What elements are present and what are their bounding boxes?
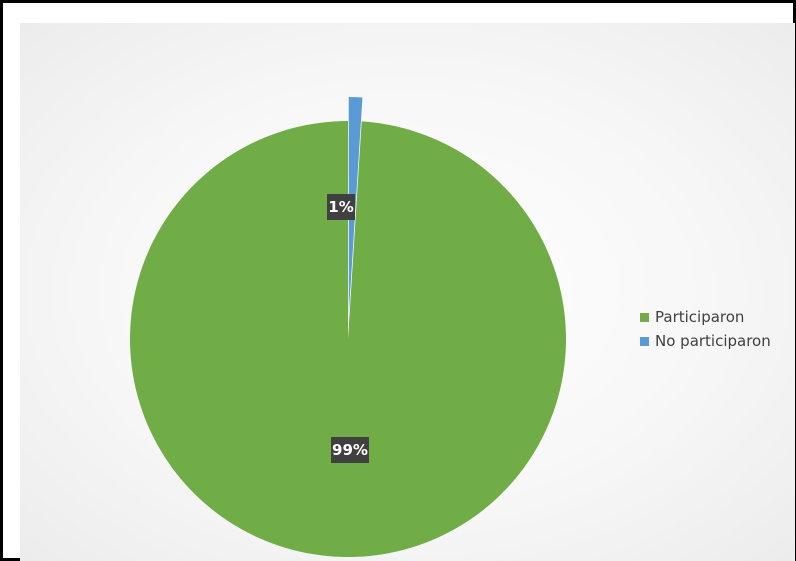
legend-item-participaron: Participaron	[640, 305, 771, 329]
legend-item-no-participaron: No participaron	[640, 329, 771, 353]
legend-label-no-participaron: No participaron	[655, 332, 771, 350]
pie-slice-no-participaron	[348, 97, 363, 316]
pie-slice-participaron	[129, 121, 566, 558]
data-label-box	[327, 194, 355, 220]
data-label-no-participaron: 1%	[327, 194, 355, 220]
legend-label-participaron: Participaron	[655, 308, 745, 326]
chart-legend: Participaron No participaron	[640, 305, 771, 353]
legend-swatch-participaron	[640, 312, 649, 322]
data-label-box	[331, 437, 369, 463]
data-label-text: 1%	[328, 198, 353, 216]
pie-chart: 1% 99%	[129, 97, 566, 558]
data-label-text: 99%	[332, 441, 368, 459]
chart-area: 1% 99% Participaron No participaron	[20, 23, 795, 561]
data-label-participaron: 99%	[331, 437, 369, 463]
legend-swatch-no-participaron	[640, 336, 649, 346]
